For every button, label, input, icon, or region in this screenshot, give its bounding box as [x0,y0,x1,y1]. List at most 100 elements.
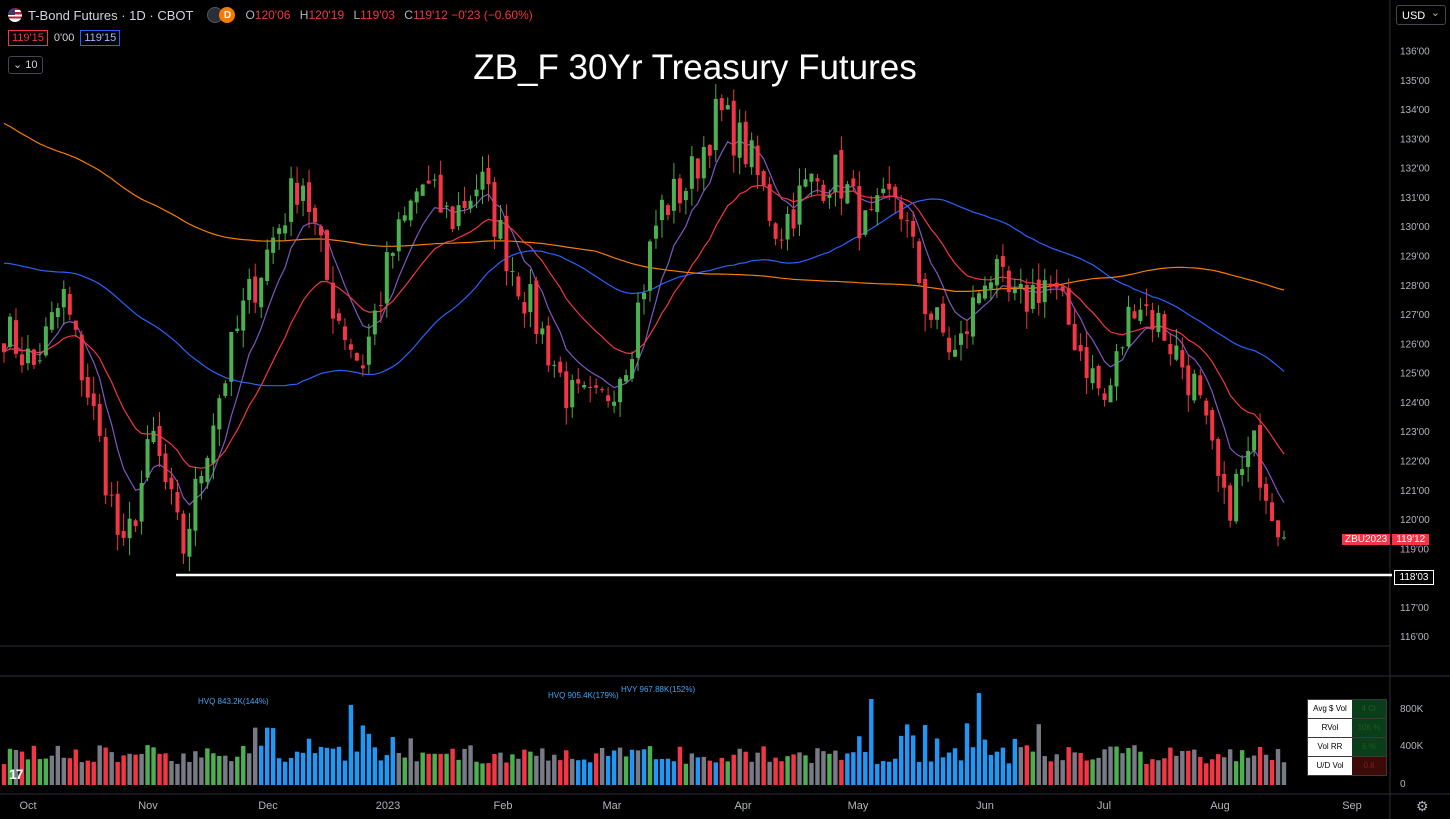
symbol-name[interactable]: T-Bond Futures · 1D · CBOT [28,7,194,23]
volume-bar [725,761,730,785]
candle-body [25,348,30,364]
candle-body [510,271,515,273]
candle-body [1108,385,1113,403]
volume-bar [510,754,515,785]
volume-bar [1012,738,1018,785]
candle-body [1036,279,1041,303]
sell-price-button[interactable]: 119'15 [8,30,48,46]
volume-bar [1108,746,1113,785]
volume-spike-label: HVQ 843.2K(144%) [198,697,269,706]
volume-bar [1251,755,1257,785]
candle-body [558,361,563,373]
volume-bar [970,747,976,785]
candle-body [55,307,60,318]
candle-body [833,154,838,192]
volume-bar [504,762,509,785]
candle-body [737,122,742,158]
volume-bar [665,758,671,785]
volume-bar [1096,757,1101,785]
candle-body [767,184,772,221]
stat-label: U/D Vol [1308,757,1352,775]
candle-body [1078,344,1083,352]
volume-bar [1198,756,1203,785]
buy-price-button[interactable]: 119'15 [80,30,121,46]
tradingview-logo-icon[interactable]: 17 [9,766,24,782]
candle-body [701,146,706,179]
currency-select[interactable]: USD [1396,3,1446,25]
volume-bar [270,728,276,785]
candle-body [857,186,862,239]
volume-bar [701,756,707,785]
candle-body [1000,256,1005,267]
volume-bar [217,755,222,785]
candle-body [229,332,234,382]
candle-body [713,98,718,151]
candle-body [253,276,258,303]
candle-body [1030,284,1035,309]
indicators-toggle-button[interactable]: ⌄ 10 [8,56,43,74]
volume-bar [761,746,766,785]
candle-body [642,292,646,300]
candle-body [821,184,826,201]
volume-bar [1174,755,1179,785]
volume-bar [677,746,683,785]
volume-tick-label: 0 [1400,779,1406,790]
volume-bar [67,758,72,785]
candle-body [618,378,623,403]
candle-body [1018,283,1023,289]
y-tick-label: 123'00 [1400,427,1430,438]
volume-bar [893,758,898,785]
candle-body [827,194,832,198]
volume-bar [85,760,90,785]
volume-bar [737,748,742,785]
candle-body [959,333,964,345]
candle-body [450,206,455,230]
volume-bar [1114,746,1119,785]
gear-icon[interactable]: ⚙ [1416,798,1429,814]
volume-bar [749,761,754,785]
candle-body [324,230,329,280]
last-price-symbol: ZBU2023 [1342,534,1391,545]
y-tick-label: 122'00 [1400,457,1430,468]
volume-bar [587,762,593,785]
volume-bar [1018,747,1024,785]
volume-bar [31,745,37,785]
volume-bar [713,762,718,785]
volume-bar [1150,759,1155,785]
high-value: 120'19 [308,8,345,22]
volume-bar [163,753,168,785]
volume-bar [647,746,653,785]
candle-body [522,302,527,314]
symbol-legend: T-Bond Futures · 1D · CBOT • D O120'06 H… [8,6,533,24]
data-status-icons[interactable]: • D [207,7,236,23]
candle-body [528,284,533,313]
candle-body [893,186,898,198]
volume-bar [276,758,282,785]
volume-bar [869,699,874,785]
candle-body [929,313,934,320]
candle-body [803,179,808,187]
candle-body [115,493,120,535]
change-value: −0'23 (−0.60%) [451,8,533,22]
candle-body [1150,310,1155,330]
volume-bar [426,753,431,785]
candle-body [1120,347,1125,349]
candle-body [432,179,437,181]
candle-body [103,436,108,496]
x-tick-label: Nov [138,800,158,812]
volume-bar [498,752,503,785]
y-tick-label: 117'00 [1400,603,1429,614]
candle-body [486,168,491,185]
volume-bar [235,756,240,785]
candle-body [474,189,479,197]
candle-body [1216,438,1221,476]
candle-body [1066,288,1071,325]
volume-bar [964,723,970,785]
volume-bar [1048,761,1053,785]
y-tick-label: 131'00 [1400,193,1430,204]
y-tick-label: 136'00 [1400,47,1430,58]
candle-body [1024,285,1029,312]
candle-body [283,225,288,234]
volume-bar [617,747,623,785]
